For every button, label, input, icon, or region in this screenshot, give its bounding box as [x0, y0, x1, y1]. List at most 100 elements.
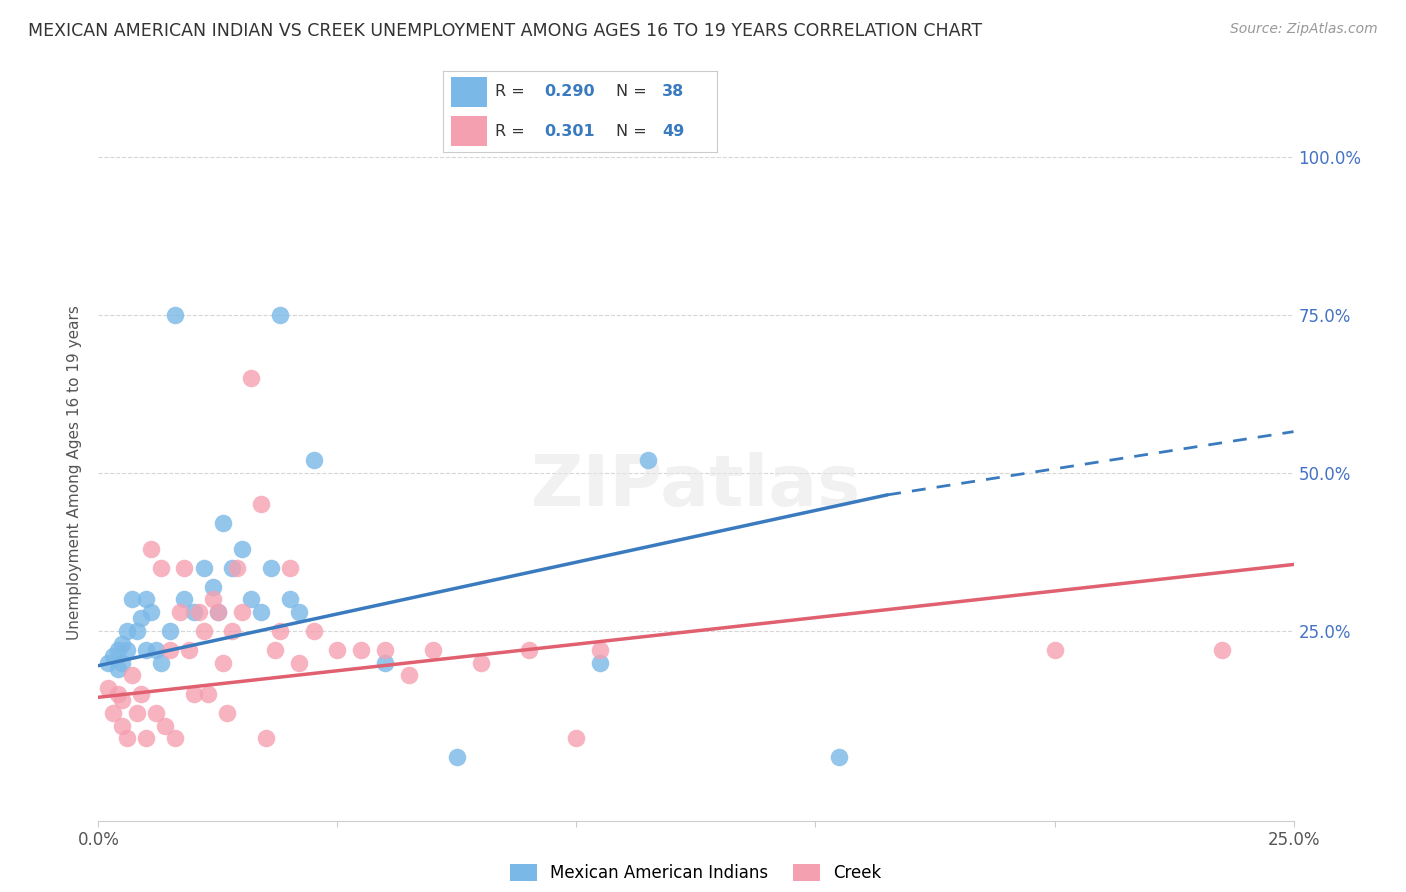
- Point: [202, 580, 225, 594]
- Point: [278, 592, 301, 607]
- FancyBboxPatch shape: [451, 116, 486, 146]
- Text: R =: R =: [495, 85, 530, 99]
- Point: [1043, 643, 1066, 657]
- Point: [121, 592, 143, 607]
- Text: N =: N =: [616, 124, 651, 138]
- Point: [193, 624, 215, 638]
- Point: [264, 643, 287, 657]
- Y-axis label: Unemployment Among Ages 16 to 19 years: Unemployment Among Ages 16 to 19 years: [67, 305, 83, 640]
- Point: [207, 605, 229, 619]
- Point: [125, 624, 148, 638]
- Point: [159, 624, 181, 638]
- Point: [111, 693, 134, 707]
- Point: [125, 706, 148, 720]
- Point: [207, 605, 229, 619]
- Point: [101, 706, 124, 720]
- Point: [173, 592, 195, 607]
- Point: [187, 605, 209, 619]
- Legend: Mexican American Indians, Creek: Mexican American Indians, Creek: [510, 863, 882, 882]
- Point: [637, 453, 659, 467]
- Point: [288, 605, 311, 619]
- Point: [470, 656, 492, 670]
- Point: [101, 649, 124, 664]
- Text: 49: 49: [662, 124, 685, 138]
- Point: [115, 643, 138, 657]
- Point: [97, 656, 120, 670]
- Point: [278, 560, 301, 574]
- Point: [226, 560, 249, 574]
- Point: [145, 643, 167, 657]
- Point: [221, 624, 243, 638]
- Point: [250, 605, 273, 619]
- Point: [211, 656, 233, 670]
- Point: [169, 605, 191, 619]
- Point: [115, 624, 138, 638]
- Point: [193, 560, 215, 574]
- Text: 38: 38: [662, 85, 685, 99]
- Text: ZIPatlas: ZIPatlas: [531, 452, 860, 521]
- Point: [135, 643, 157, 657]
- Point: [97, 681, 120, 695]
- Point: [211, 516, 233, 531]
- Point: [115, 731, 138, 746]
- Point: [107, 687, 129, 701]
- Point: [288, 656, 311, 670]
- Point: [240, 592, 263, 607]
- Text: 0.301: 0.301: [544, 124, 595, 138]
- Point: [374, 643, 396, 657]
- Point: [202, 592, 225, 607]
- Point: [231, 541, 253, 556]
- Point: [149, 656, 172, 670]
- Text: R =: R =: [495, 124, 530, 138]
- Text: MEXICAN AMERICAN INDIAN VS CREEK UNEMPLOYMENT AMONG AGES 16 TO 19 YEARS CORRELAT: MEXICAN AMERICAN INDIAN VS CREEK UNEMPLO…: [28, 22, 983, 40]
- Point: [197, 687, 219, 701]
- Point: [254, 731, 277, 746]
- Point: [145, 706, 167, 720]
- Point: [269, 624, 291, 638]
- Point: [565, 731, 588, 746]
- Point: [107, 643, 129, 657]
- Point: [250, 497, 273, 511]
- Point: [131, 611, 153, 625]
- FancyBboxPatch shape: [451, 77, 486, 107]
- Point: [398, 668, 420, 682]
- Point: [135, 592, 157, 607]
- Point: [155, 719, 177, 733]
- Point: [217, 706, 239, 720]
- Point: [183, 605, 205, 619]
- Point: [173, 560, 195, 574]
- Point: [111, 636, 134, 650]
- Point: [139, 541, 162, 556]
- Point: [259, 560, 281, 574]
- Point: [179, 643, 201, 657]
- Point: [269, 308, 291, 322]
- Point: [159, 643, 181, 657]
- Point: [589, 656, 612, 670]
- Point: [828, 750, 851, 764]
- Point: [589, 643, 612, 657]
- Point: [139, 605, 162, 619]
- Text: 0.290: 0.290: [544, 85, 595, 99]
- Point: [131, 687, 153, 701]
- Point: [446, 750, 468, 764]
- Point: [302, 624, 325, 638]
- Point: [163, 308, 186, 322]
- Point: [107, 662, 129, 676]
- Point: [302, 453, 325, 467]
- Text: Source: ZipAtlas.com: Source: ZipAtlas.com: [1230, 22, 1378, 37]
- Point: [422, 643, 444, 657]
- Point: [221, 560, 243, 574]
- Point: [231, 605, 253, 619]
- Point: [517, 643, 540, 657]
- Point: [183, 687, 205, 701]
- Point: [111, 656, 134, 670]
- Point: [374, 656, 396, 670]
- Point: [163, 731, 186, 746]
- Point: [111, 719, 134, 733]
- Text: N =: N =: [616, 85, 651, 99]
- Point: [135, 731, 157, 746]
- Point: [350, 643, 373, 657]
- Point: [149, 560, 172, 574]
- Point: [1211, 643, 1233, 657]
- Point: [240, 371, 263, 385]
